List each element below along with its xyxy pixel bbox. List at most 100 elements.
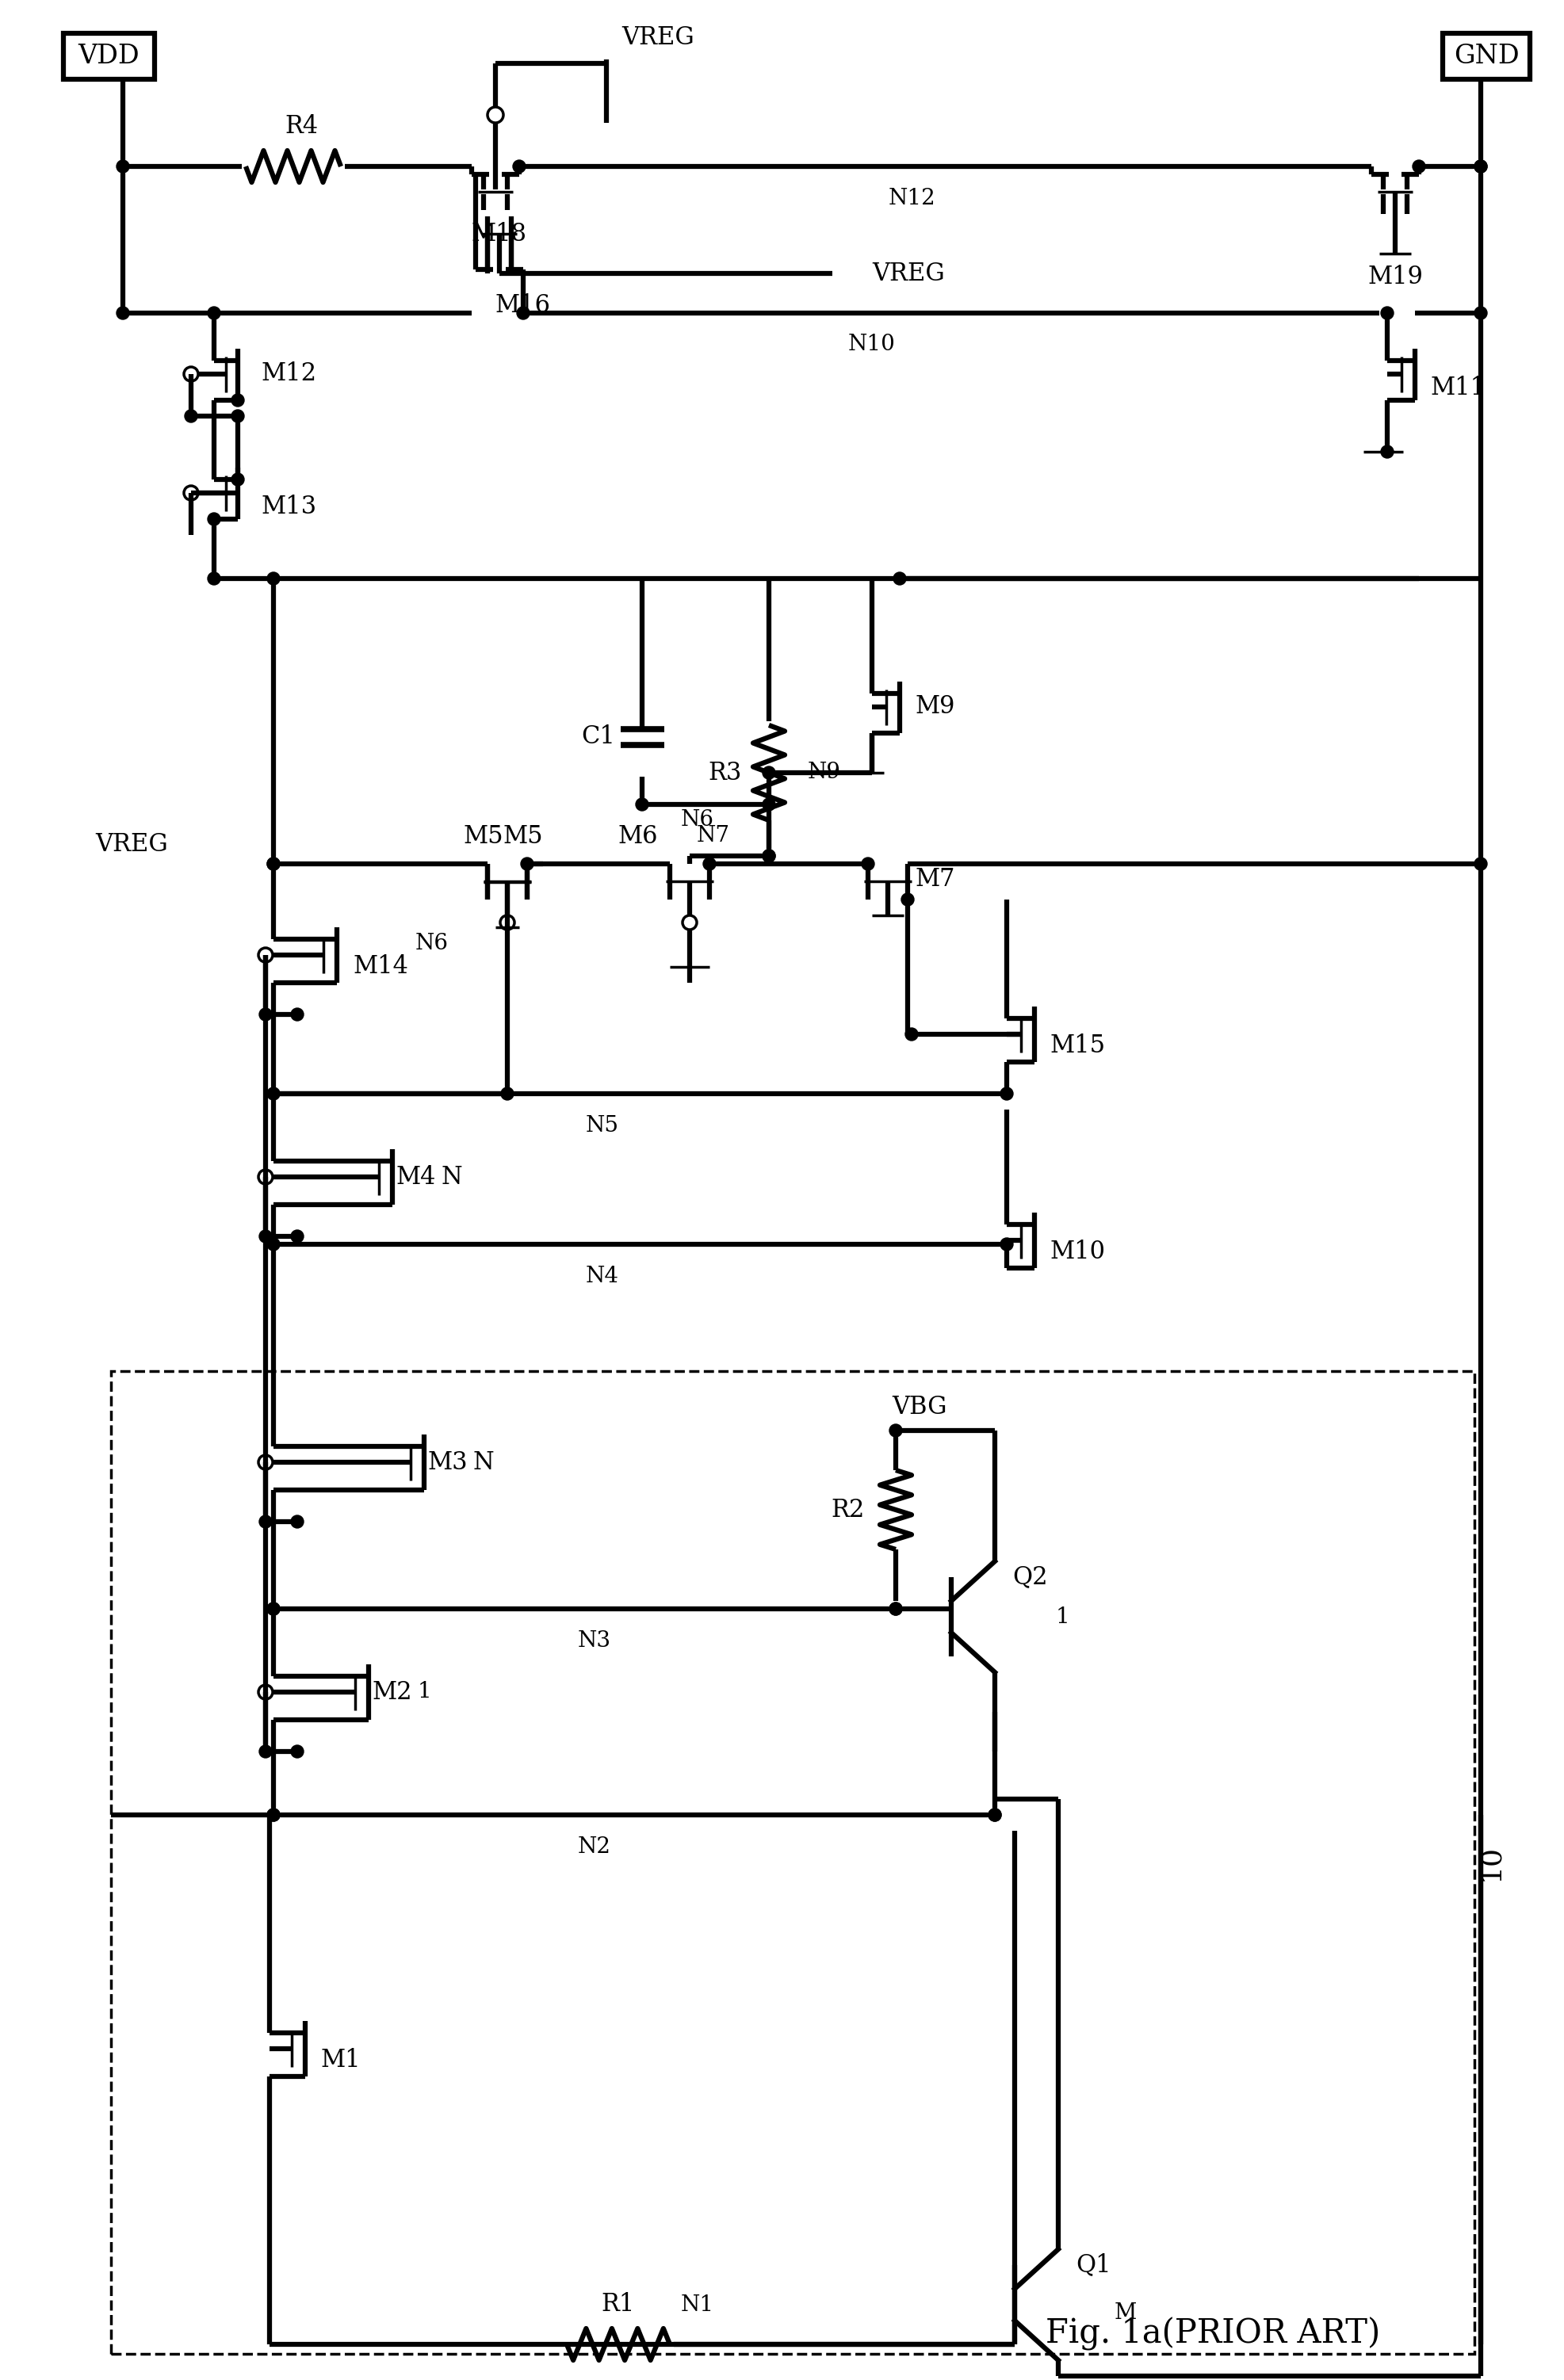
Text: N9: N9 [807, 762, 841, 783]
Circle shape [208, 512, 221, 526]
Circle shape [291, 1745, 303, 1759]
Circle shape [267, 857, 280, 871]
Text: N1: N1 [680, 2294, 715, 2316]
Text: M2: M2 [372, 1680, 413, 1704]
Text: N12: N12 [888, 188, 935, 209]
Text: M1: M1 [321, 2049, 361, 2073]
Text: VBG: VBG [891, 1395, 948, 1418]
Text: Q1: Q1 [1076, 2254, 1112, 2278]
Circle shape [267, 1088, 280, 1100]
Text: N: N [441, 1164, 463, 1190]
Circle shape [291, 1230, 303, 1242]
Circle shape [1475, 307, 1487, 319]
Circle shape [988, 1809, 1001, 1821]
Circle shape [890, 1602, 902, 1616]
Text: M18: M18 [472, 221, 527, 245]
Circle shape [267, 571, 280, 585]
Circle shape [763, 766, 776, 778]
Text: M5: M5 [504, 823, 543, 847]
Circle shape [117, 159, 130, 174]
Text: M4: M4 [396, 1164, 436, 1190]
Circle shape [906, 1028, 918, 1040]
Circle shape [260, 1745, 272, 1759]
Circle shape [988, 1809, 1001, 1821]
Circle shape [267, 1602, 280, 1616]
Text: M3: M3 [429, 1449, 468, 1476]
Text: R4: R4 [285, 114, 317, 138]
Circle shape [500, 1088, 513, 1100]
Text: N3: N3 [577, 1630, 612, 1652]
Circle shape [763, 850, 776, 862]
Text: R2: R2 [832, 1497, 865, 1523]
Text: M9: M9 [915, 695, 956, 719]
Circle shape [890, 1423, 902, 1438]
Circle shape [901, 892, 913, 907]
Text: Q2: Q2 [1013, 1566, 1048, 1590]
Circle shape [893, 571, 906, 585]
Circle shape [1381, 307, 1394, 319]
Text: M10: M10 [1051, 1240, 1106, 1264]
Circle shape [260, 1009, 272, 1021]
Circle shape [763, 850, 776, 862]
Text: VREG: VREG [621, 26, 694, 50]
Text: N10: N10 [848, 333, 896, 355]
Circle shape [267, 1809, 280, 1821]
Circle shape [635, 797, 649, 812]
Circle shape [1001, 1238, 1013, 1250]
Text: N6: N6 [416, 933, 449, 954]
Circle shape [231, 409, 244, 421]
Text: M: M [1115, 2301, 1137, 2323]
Circle shape [117, 307, 130, 319]
Text: M19: M19 [1367, 264, 1423, 290]
Text: VREG: VREG [95, 831, 167, 857]
Circle shape [291, 1516, 303, 1528]
Text: GND: GND [1453, 43, 1519, 69]
Text: M6: M6 [618, 823, 658, 847]
Circle shape [862, 857, 874, 871]
Text: M16: M16 [496, 293, 551, 317]
Circle shape [516, 307, 530, 319]
Text: 1: 1 [1056, 1607, 1070, 1628]
Circle shape [267, 1238, 280, 1250]
Circle shape [267, 1809, 280, 1821]
Circle shape [1475, 159, 1487, 174]
Text: N6: N6 [680, 809, 715, 831]
Circle shape [513, 159, 526, 174]
Text: R1: R1 [602, 2292, 635, 2318]
Text: VREG: VREG [873, 262, 945, 286]
Text: M12: M12 [261, 362, 317, 386]
Circle shape [260, 1516, 272, 1528]
Circle shape [1001, 1088, 1013, 1100]
Bar [1442, 33, 1530, 79]
Bar [111, 1371, 1475, 2354]
Text: M7: M7 [915, 866, 956, 892]
Circle shape [208, 307, 221, 319]
Text: N2: N2 [577, 1835, 612, 1856]
Text: N5: N5 [586, 1114, 619, 1135]
Circle shape [1381, 445, 1394, 457]
Circle shape [1475, 857, 1487, 871]
Circle shape [231, 395, 244, 407]
Text: N: N [472, 1449, 494, 1476]
Text: M14: M14 [353, 954, 408, 978]
Circle shape [890, 1602, 902, 1616]
Circle shape [231, 474, 244, 486]
Text: N7: N7 [696, 826, 730, 847]
Circle shape [267, 857, 280, 871]
Circle shape [521, 857, 533, 871]
Circle shape [1475, 159, 1487, 174]
Circle shape [291, 1009, 303, 1021]
Circle shape [1412, 159, 1425, 174]
Text: VDD: VDD [78, 43, 139, 69]
Text: M15: M15 [1051, 1033, 1106, 1059]
Circle shape [208, 571, 221, 585]
Text: 10: 10 [1476, 1845, 1503, 1880]
Text: M11: M11 [1431, 376, 1486, 400]
Text: R3: R3 [708, 762, 741, 785]
Circle shape [260, 1230, 272, 1242]
Text: C1: C1 [582, 726, 616, 750]
Text: 1: 1 [418, 1680, 432, 1702]
Text: Fig. 1a(PRIOR ART): Fig. 1a(PRIOR ART) [1045, 2318, 1379, 2351]
Text: N4: N4 [586, 1266, 619, 1288]
Text: M5: M5 [463, 823, 504, 847]
